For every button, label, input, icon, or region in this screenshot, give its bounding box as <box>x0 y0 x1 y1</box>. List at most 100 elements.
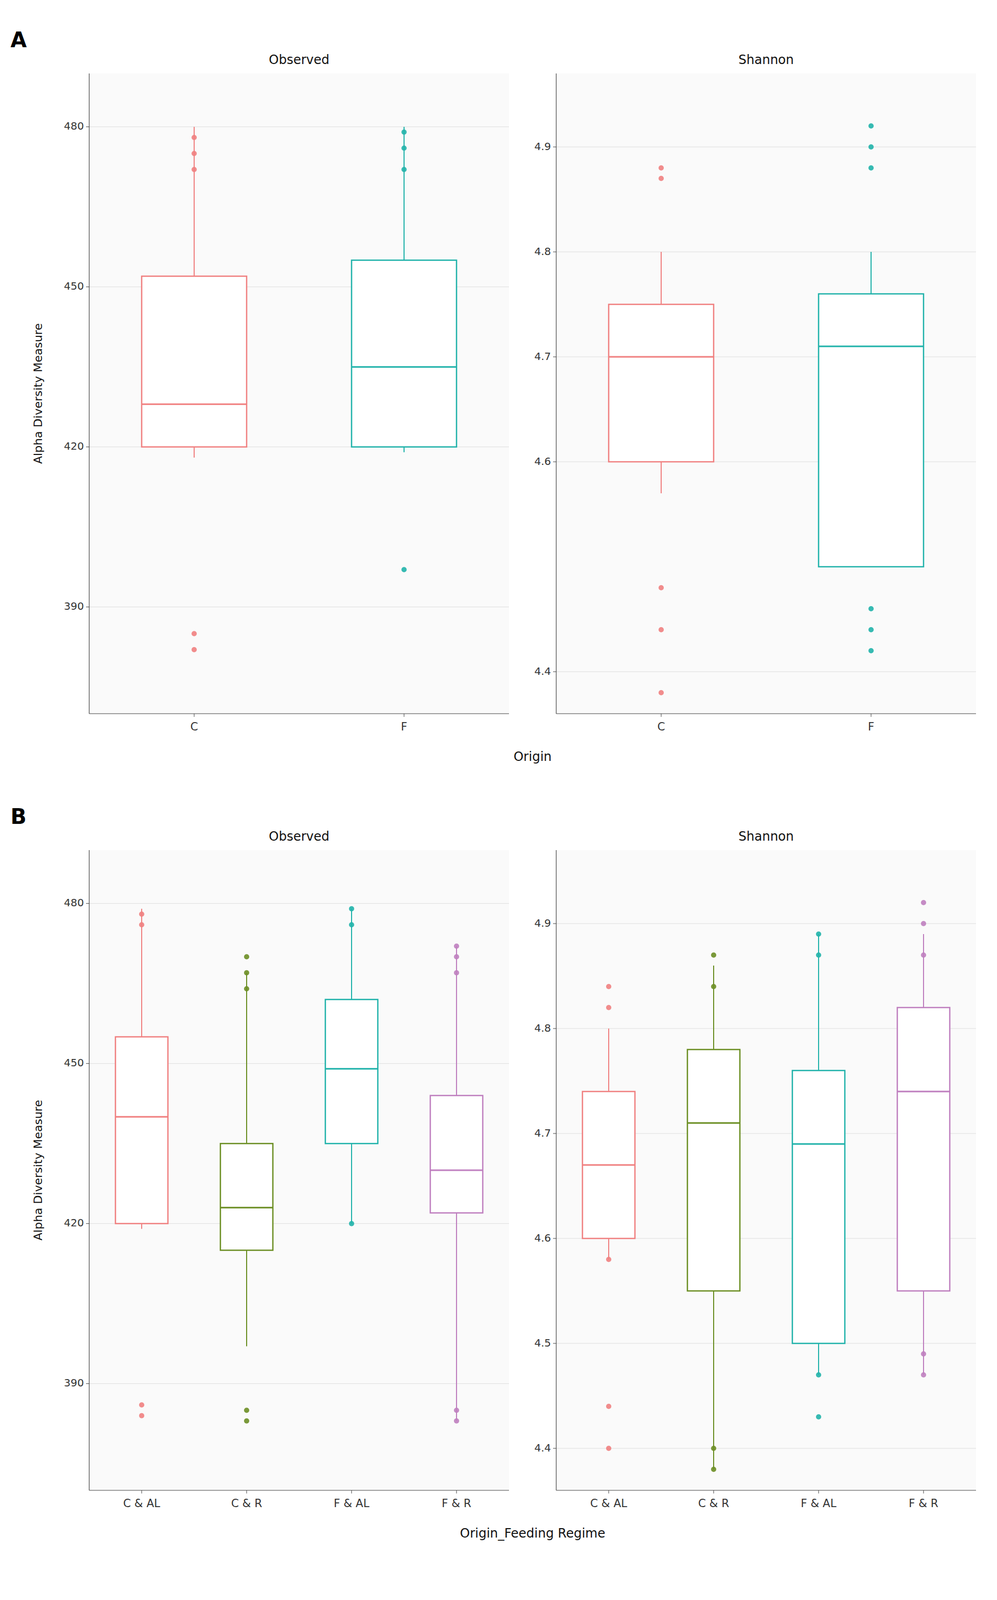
grid-line <box>556 146 977 148</box>
tick-label: 4.8 <box>534 245 551 258</box>
whisker-high <box>660 251 662 305</box>
x-axis-line <box>89 1489 509 1491</box>
whisker-low <box>660 461 662 494</box>
tick-mark <box>553 671 557 673</box>
y-axis-line <box>88 850 90 1491</box>
box <box>351 260 457 448</box>
tick-mark <box>553 251 557 253</box>
panel-title: Observed <box>268 52 330 68</box>
whisker-low <box>193 447 195 458</box>
marks <box>141 126 457 653</box>
x-axis-label: Origin <box>513 749 553 765</box>
category-label: C & R <box>231 1497 263 1510</box>
tick-label: 4.4 <box>534 1441 551 1455</box>
figure: 390420450480ObservedCFAlpha Diversity Me… <box>0 0 997 1600</box>
whisker-low <box>351 1143 353 1224</box>
box <box>792 1070 845 1344</box>
point <box>139 1402 145 1408</box>
tick-label: 4.6 <box>534 454 551 468</box>
tick-mark <box>246 1490 248 1494</box>
category-label: C <box>657 720 666 734</box>
point <box>139 911 145 917</box>
panel-title: Observed <box>268 829 330 844</box>
point <box>711 1445 717 1451</box>
median <box>582 1164 635 1166</box>
tick-mark <box>194 713 195 717</box>
point <box>244 1407 250 1414</box>
box <box>608 304 714 462</box>
point <box>815 1414 822 1420</box>
x-axis-line <box>556 1489 977 1491</box>
grid-line <box>556 1448 977 1449</box>
tick-mark <box>86 1383 90 1384</box>
point <box>868 627 874 633</box>
point <box>401 567 407 573</box>
point <box>868 165 874 171</box>
tick-label: 4.5 <box>534 1336 551 1350</box>
tick-mark <box>553 1238 557 1239</box>
y-axis-line <box>555 73 557 714</box>
point <box>606 983 612 990</box>
y-axis-label: Alpha Diversity Measure <box>31 323 45 464</box>
tick-mark <box>713 1490 715 1494</box>
whisker-high <box>141 908 143 1037</box>
tick-mark <box>553 146 557 148</box>
whisker-low <box>455 1212 458 1421</box>
tick-label: 390 <box>64 1376 84 1389</box>
whisker-high <box>923 934 925 1008</box>
whisker-low <box>818 1343 820 1375</box>
median <box>115 1116 168 1118</box>
tick-mark <box>871 713 872 717</box>
box <box>141 276 247 447</box>
point <box>348 1221 355 1227</box>
point <box>868 648 874 654</box>
point <box>920 920 927 927</box>
point <box>711 983 717 990</box>
point <box>244 953 250 960</box>
category-label: F <box>400 720 408 734</box>
grid-line <box>556 671 977 673</box>
whisker-low <box>246 1250 248 1347</box>
point <box>453 953 460 960</box>
whisker-low <box>141 1223 143 1229</box>
whisker-high <box>608 1028 610 1092</box>
point <box>348 921 355 928</box>
point <box>244 985 250 992</box>
median <box>897 1090 950 1093</box>
tick-mark <box>553 1133 557 1134</box>
grid-line <box>556 1343 977 1344</box>
point <box>658 585 664 591</box>
panel: 390420450480ObservedCFAlpha Diversity Me… <box>10 27 552 765</box>
median <box>792 1143 845 1145</box>
tick-mark <box>608 1490 610 1494</box>
category-label: F & R <box>441 1497 472 1510</box>
category-label: C & AL <box>123 1497 161 1510</box>
tick-label: 4.9 <box>534 140 551 153</box>
panel-title: Shannon <box>738 52 794 68</box>
point <box>401 145 407 151</box>
category-label: C & AL <box>590 1497 628 1510</box>
panel-letter: B <box>10 804 27 829</box>
tick-label: 420 <box>64 1216 84 1229</box>
x-axis-label: Origin_Feeding Regime <box>460 1525 606 1541</box>
tick-mark <box>661 713 662 717</box>
tick-mark <box>553 461 557 463</box>
box <box>582 1091 635 1239</box>
point <box>139 921 145 928</box>
panel: 4.44.54.64.74.84.9ShannonC & ALC & RF & … <box>534 829 977 1510</box>
point <box>658 690 664 696</box>
tick-mark <box>553 923 557 925</box>
point <box>711 952 717 958</box>
box <box>115 1036 168 1224</box>
tick-label: 480 <box>64 119 84 133</box>
tick-mark <box>923 1490 925 1494</box>
tick-mark <box>818 1490 820 1494</box>
grid-line <box>556 923 977 925</box>
whisker-high <box>870 251 872 294</box>
tick-mark <box>404 713 405 717</box>
tick-label: 4.9 <box>534 916 551 930</box>
point <box>815 931 822 937</box>
tick-mark <box>553 1028 557 1030</box>
point <box>606 1256 612 1262</box>
point <box>868 144 874 150</box>
